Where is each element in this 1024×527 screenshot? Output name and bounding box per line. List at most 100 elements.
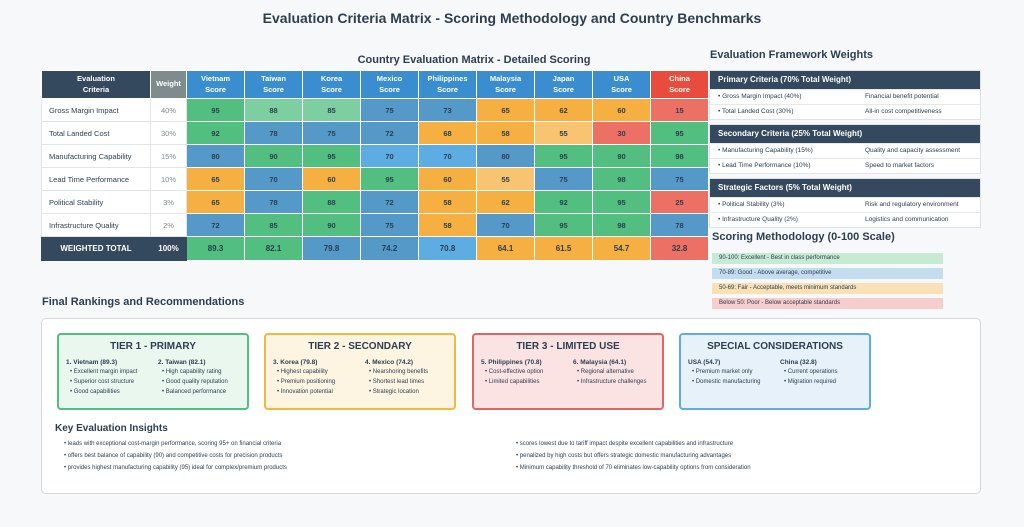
insight-item: • Minimum capability threshold of 70 eli… <box>516 465 751 471</box>
framework-group: Primary Criteria (70% Total Weight) • Gro… <box>709 70 981 120</box>
score-cell: 70 <box>360 144 419 168</box>
methodology-item: 70-89: Good - Above average, competitive <box>712 268 943 279</box>
tier-entry-point: • Good quality reputation <box>162 379 228 385</box>
methodology-item: 90-100: Excellent - Best in class perfor… <box>712 253 943 264</box>
tier-entry-point: • Shortest lead times <box>369 379 425 385</box>
score-cell: 15 <box>650 98 709 122</box>
tier-entry-point: • Good capabilities <box>70 389 120 395</box>
score-cell: 72 <box>186 213 245 237</box>
weighted-total-label: WEIGHTED TOTAL <box>41 236 151 261</box>
score-cell: 73 <box>418 98 477 122</box>
tier-entry-name: China (32.8) <box>780 359 817 366</box>
matrix-row: Political Stability 3% 65 78 88 72 58 62 92 95 25 <box>41 190 709 214</box>
tier-entry: 1. Vietnam (89.3) • Excellent margin impa… <box>66 359 137 399</box>
tier-entry: 4. Mexico (74.2) • Nearshoring benefits • … <box>365 359 428 399</box>
header-weight: Weight <box>150 70 187 99</box>
tier-entry-point: • Premium positioning <box>277 379 336 385</box>
tier-entry-point: • Highest capability <box>277 369 328 375</box>
criterion-weight: 30% <box>150 121 187 145</box>
framework-item: • Lead Time Performance (10%) Speed to ma… <box>710 158 980 173</box>
framework-item-desc: Financial benefit potential <box>865 93 939 100</box>
tier-entry-point: • Innovation potential <box>277 389 333 395</box>
score-cell: 95 <box>592 190 651 214</box>
weighted-total-cell: 64.1 <box>476 236 535 261</box>
header-philippines: Philippines Score <box>418 70 477 99</box>
score-cell: 85 <box>244 213 303 237</box>
score-cell: 80 <box>476 144 535 168</box>
score-cell: 58 <box>418 190 477 214</box>
tier-entry-name: 3. Korea (79.8) <box>273 359 318 366</box>
framework-item-label: • Political Stability (3%) <box>718 201 785 208</box>
score-cell: 55 <box>476 167 535 191</box>
tier-entry: 5. Philippines (70.8) • Cost-effective op… <box>481 359 543 389</box>
score-cell: 60 <box>302 167 361 191</box>
matrix-row: Lead Time Performance 10% 65 70 60 95 60 55 75 98… <box>41 167 709 191</box>
insights-title: Key Evaluation Insights <box>55 423 168 434</box>
rankings-panel: TIER 1 - PRIMARY 1. Vietnam (89.3) • Excel… <box>41 318 981 494</box>
score-cell: 78 <box>244 190 303 214</box>
weighted-total-cell: 61.5 <box>534 236 593 261</box>
header-criteria: Evaluation Criteria <box>41 70 151 99</box>
score-cell: 62 <box>476 190 535 214</box>
methodology-item: Below 50: Poor - Below acceptable standa… <box>712 298 943 309</box>
insight-item: • provides highest manufacturing capabil… <box>64 465 287 471</box>
weighted-total-weight: 100% <box>150 236 187 261</box>
tier-entry-point: • Infrastructure challenges <box>577 379 647 385</box>
tier-entry-point: • Balanced performance <box>162 389 227 395</box>
tier-entry-point: • Cost-effective option <box>485 369 544 375</box>
tier-entry: China (32.8) • Current operations • Migrat… <box>780 359 837 389</box>
tier-entry-point: • Domestic manufacturing <box>692 379 761 385</box>
weighted-total-cell: 82.1 <box>244 236 303 261</box>
score-cell: 92 <box>534 190 593 214</box>
score-cell: 60 <box>418 167 477 191</box>
tier-entry-name: 2. Taiwan (82.1) <box>158 359 206 366</box>
tier-title: TIER 1 - PRIMARY <box>110 341 196 352</box>
tier-title: TIER 3 - LIMITED USE <box>516 341 620 352</box>
tier-title: TIER 2 - SECONDARY <box>308 341 412 352</box>
criterion-label: Gross Margin Impact <box>41 98 151 122</box>
criterion-label: Infrastructure Quality <box>41 213 151 237</box>
tier-box: SPECIAL CONSIDERATIONS USA (54.7) • Premiu… <box>679 333 871 410</box>
matrix-title: Country Evaluation Matrix - Detailed Sco… <box>357 54 591 66</box>
criterion-weight: 15% <box>150 144 187 168</box>
score-cell: 75 <box>360 98 419 122</box>
weighted-total-cell: 79.8 <box>302 236 361 261</box>
framework-item: • Gross Margin Impact (40%) Financial ben… <box>710 89 980 104</box>
weighted-total-cell: 32.8 <box>650 236 709 261</box>
weighted-total-cell: 70.8 <box>418 236 477 261</box>
evaluation-matrix: Evaluation Criteria Weight Vietnam Score Ta… <box>41 70 709 261</box>
score-cell: 90 <box>244 144 303 168</box>
criterion-weight: 2% <box>150 213 187 237</box>
score-cell: 80 <box>186 144 245 168</box>
framework-item-desc: Logistics and communication <box>865 216 949 223</box>
weighted-total-row: WEIGHTED TOTAL 100% 89.3 82.1 79.8 74.2 70.8 64… <box>41 236 709 261</box>
matrix-row: Gross Margin Impact 40% 95 88 85 75 73 65 62 60 15 <box>41 98 709 122</box>
score-cell: 70 <box>244 167 303 191</box>
framework-item-label: • Gross Margin Impact (40%) <box>718 93 802 100</box>
criterion-weight: 10% <box>150 167 187 191</box>
score-cell: 95 <box>186 98 245 122</box>
score-cell: 70 <box>476 213 535 237</box>
score-cell: 95 <box>302 144 361 168</box>
score-cell: 75 <box>302 121 361 145</box>
score-cell: 95 <box>534 144 593 168</box>
tier-entry: 6. Malaysia (64.1) • Regional alternative… <box>573 359 646 389</box>
header-japan: Japan Score <box>534 70 593 99</box>
score-cell: 88 <box>244 98 303 122</box>
score-cell: 75 <box>534 167 593 191</box>
framework-item-desc: Risk and regulatory environment <box>865 201 959 208</box>
tier-entry-point: • Premium market only <box>692 369 753 375</box>
tier-entry-point: • Nearshoring benefits <box>369 369 429 375</box>
score-cell: 68 <box>418 121 477 145</box>
header-mexico: Mexico Score <box>360 70 419 99</box>
tier-entry-name: USA (54.7) <box>688 359 721 366</box>
tier-entry-name: 4. Mexico (74.2) <box>365 359 414 366</box>
score-cell: 88 <box>302 190 361 214</box>
framework-group-title: Primary Criteria (70% Total Weight) <box>710 71 980 89</box>
tier-entry-point: • Current operations <box>784 369 838 375</box>
score-cell: 65 <box>186 167 245 191</box>
framework-item: • Total Landed Cost (30%) All-in cost com… <box>710 104 980 119</box>
tier-box: TIER 1 - PRIMARY 1. Vietnam (89.3) • Excel… <box>57 333 249 410</box>
score-cell: 85 <box>302 98 361 122</box>
tier-title: SPECIAL CONSIDERATIONS <box>707 341 843 352</box>
